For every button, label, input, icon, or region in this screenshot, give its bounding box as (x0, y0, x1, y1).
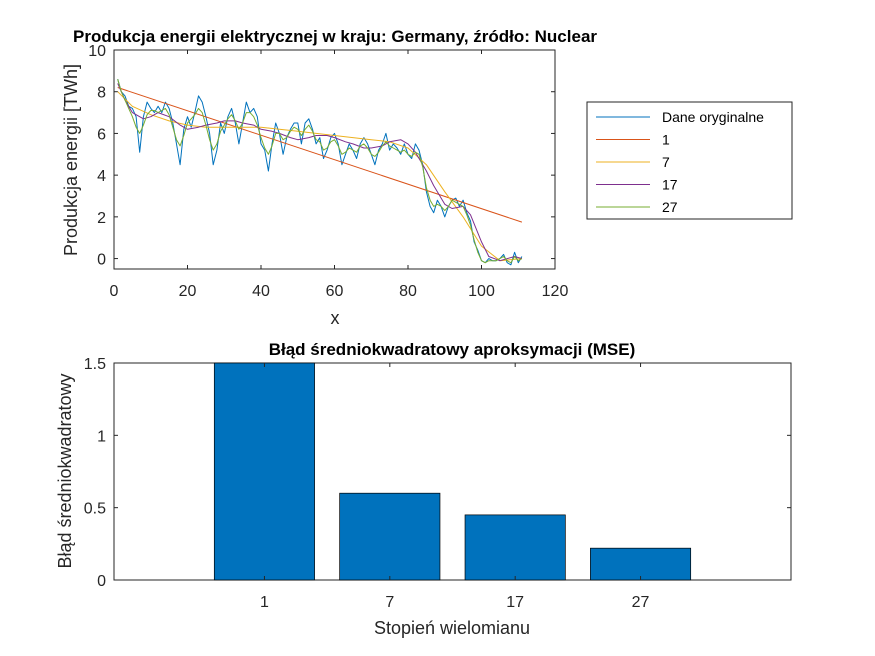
legend-label: 17 (662, 177, 678, 193)
legend-label: 27 (662, 199, 678, 215)
bar-1 (213, 362, 315, 581)
line-chart: Produkcja energii elektrycznej w kraju: … (61, 27, 793, 328)
bar-chart-bars (213, 362, 692, 581)
legend-label: 7 (662, 154, 670, 170)
x-tick-label: 20 (179, 283, 197, 300)
series-line-3 (117, 83, 523, 262)
x-tick-label: 120 (542, 283, 569, 300)
bar-y-tick-label: 1.5 (84, 356, 106, 373)
line-chart-ylabel: Produkcja energii [TWh] (61, 64, 81, 256)
legend-label: Dane oryginalne (662, 109, 764, 125)
x-tick-label: 0 (110, 283, 119, 300)
bar-chart-title: Błąd średniokwadratowy aproksymacji (MSE… (269, 340, 636, 359)
line-chart-ticks: 0 20 40 60 80 100 120 0 2 4 6 8 10 (88, 43, 568, 300)
legend-label: 1 (662, 132, 670, 148)
bar-x-tick-label: 1 (260, 594, 269, 611)
bar-chart-xlabel: Stopień wielomianu (374, 618, 530, 638)
x-tick-label: 40 (252, 283, 270, 300)
series-line-0 (117, 79, 523, 266)
y-tick-label: 10 (88, 43, 106, 60)
series-line-1 (117, 87, 523, 223)
bar-y-tick-label: 1 (97, 428, 106, 445)
series-line-4 (117, 79, 523, 264)
series-line-2 (117, 91, 522, 262)
bar-chart: Błąd średniokwadratowy aproksymacji (MSE… (55, 340, 792, 638)
bar-x-tick-label: 7 (385, 594, 394, 611)
bar-27 (590, 547, 692, 581)
legend-box (586, 101, 793, 220)
y-tick-label: 4 (97, 168, 106, 185)
bar-x-tick-label: 27 (632, 594, 650, 611)
bar-x-tick-label: 17 (506, 594, 524, 611)
bar-y-tick-label: 0.5 (84, 501, 106, 518)
line-chart-title: Produkcja energii elektrycznej w kraju: … (73, 27, 597, 46)
bar-7 (339, 492, 441, 581)
bar-17 (464, 514, 566, 581)
x-tick-label: 60 (326, 283, 344, 300)
y-tick-label: 6 (97, 126, 106, 143)
line-chart-series (117, 79, 523, 266)
bar-y-tick-label: 0 (97, 573, 106, 590)
y-tick-label: 8 (97, 85, 106, 102)
x-tick-label: 100 (468, 283, 495, 300)
bar-chart-ylabel: Błąd średniokwadratowy (55, 373, 75, 568)
y-tick-label: 2 (97, 210, 106, 227)
y-tick-label: 0 (97, 252, 106, 269)
line-chart-xlabel: x (331, 308, 340, 328)
x-tick-label: 80 (399, 283, 417, 300)
